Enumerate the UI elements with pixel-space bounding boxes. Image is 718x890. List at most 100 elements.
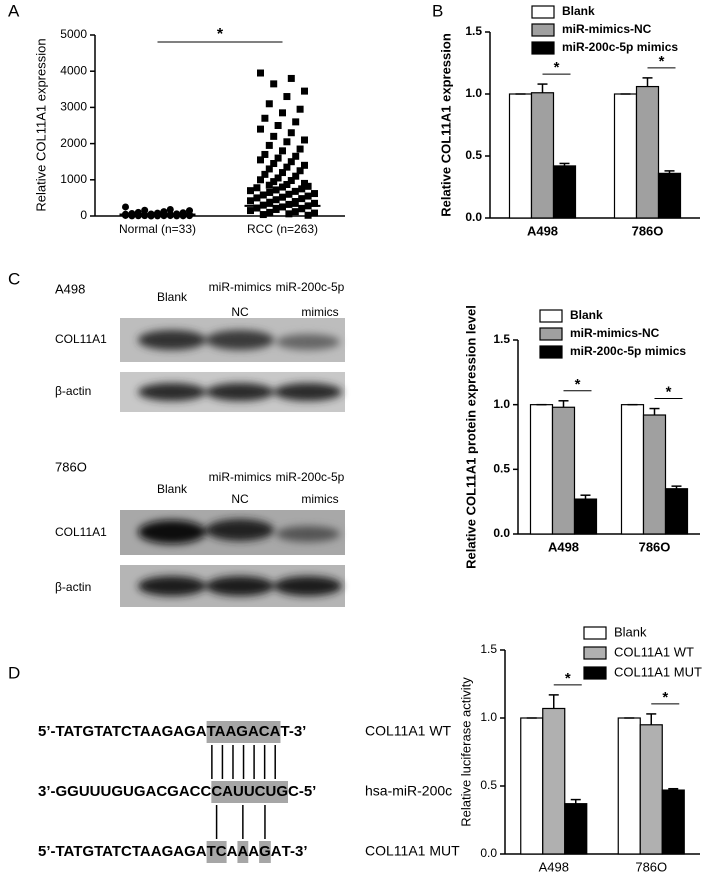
point: [259, 191, 267, 199]
lane-label: mimics: [301, 492, 338, 506]
sequence: 5’-TATGTATCTAAGAGA TAAGACA T-3’ COL11A1 WT: [38, 721, 452, 743]
point: [265, 165, 273, 173]
lane-label: miR-200c-5p: [276, 470, 345, 484]
x-tick-label: A498: [539, 859, 569, 874]
legend-label: miR-mimics-NC: [570, 326, 660, 340]
point: [301, 87, 308, 95]
point: [287, 177, 295, 185]
panel-label: C: [8, 269, 20, 288]
panel-label: D: [8, 663, 20, 682]
point: [298, 195, 306, 203]
bands: [138, 383, 342, 401]
point: [257, 176, 264, 184]
sequence-part: TC: [207, 843, 227, 860]
y-tick-label: 0.5: [493, 462, 510, 476]
lane-label: Blank: [157, 482, 188, 496]
point: [287, 74, 295, 82]
x-tick-label: A498: [527, 223, 558, 238]
lane-label: mimics: [301, 305, 338, 319]
y-tick-label: 0.0: [465, 210, 482, 224]
point: [272, 196, 280, 204]
bar: [642, 414, 667, 535]
bar: [520, 717, 544, 855]
legend-swatch: [531, 23, 555, 37]
significance-mark: *: [565, 670, 571, 687]
point: [266, 198, 274, 206]
point: [266, 188, 274, 196]
legend-label: miR-200c-5p mimics: [562, 40, 678, 54]
point: [270, 178, 278, 186]
sequence-part: A: [271, 843, 282, 860]
y-tick-label: 3000: [60, 100, 87, 114]
point: [287, 158, 295, 166]
legend-swatch: [531, 41, 555, 55]
point: [296, 145, 304, 153]
y-tick-label: 0.0: [493, 526, 510, 540]
point: [296, 167, 304, 175]
sequence-part: 5’-TATGTATCTAAGAGA: [38, 843, 207, 860]
point: [259, 211, 267, 219]
bands: [138, 330, 340, 350]
row-label: β-actin: [55, 384, 91, 398]
bar-chart: 0.0 0.5 1.0 1.5 Relative COL11A1 expression B…: [438, 4, 700, 238]
sequence-label: COL11A1 WT: [365, 723, 452, 739]
point: [279, 169, 286, 177]
legend-label: Blank: [562, 4, 595, 18]
y-tick-label: 0.0: [480, 846, 497, 860]
x-tick-label: 786O: [632, 223, 664, 238]
sequence-part: A: [227, 843, 238, 860]
highlight: [206, 841, 227, 863]
sequence-part: A: [248, 843, 259, 860]
bands: [138, 519, 340, 544]
point: [265, 141, 273, 149]
bar: [639, 724, 663, 855]
point: [283, 181, 291, 189]
x-tick-label: 786O: [639, 539, 671, 554]
bands: [138, 576, 342, 596]
point: [270, 80, 278, 88]
point: [134, 212, 142, 220]
bar: [508, 93, 533, 219]
y-tick-label: 1.0: [480, 710, 497, 724]
point: [274, 154, 282, 162]
sequence-part: C-5’: [288, 783, 316, 800]
point: [279, 203, 286, 211]
x-tick-label: A498: [548, 539, 579, 554]
bar: [529, 404, 554, 535]
bar: [564, 803, 588, 855]
point: [274, 174, 282, 182]
significance-mark: *: [554, 59, 560, 76]
sequence-part: CAUUCUG: [211, 783, 288, 800]
point: [291, 198, 299, 206]
point: [257, 125, 264, 133]
point: [301, 161, 308, 169]
legend-label: COL11A1 MUT: [614, 664, 702, 679]
bar: [620, 404, 645, 535]
blot-a498: A498 Blank miR-mimics NC miR-200c-5p mim…: [55, 280, 345, 412]
point: [292, 172, 300, 180]
lane-label: miR-mimics: [209, 470, 272, 484]
point: [279, 183, 286, 191]
bar: [664, 488, 689, 535]
legend-swatch: [583, 626, 607, 640]
bar-chart: 0.0 0.5 1.0 1.5 Relative COL11A1 protein exp…: [463, 305, 700, 569]
sequence-label: COL11A1 MUT: [365, 843, 460, 859]
cell-line: A498: [55, 281, 85, 296]
y-tick-label: 1.5: [480, 642, 497, 656]
bar-chart: 0.0 0.5 1.0 1.5 Relative luciferase activity…: [458, 624, 702, 874]
point: [274, 122, 282, 129]
point: [272, 205, 280, 213]
point: [147, 212, 155, 220]
point: [285, 190, 293, 198]
point: [279, 193, 286, 201]
point: [296, 105, 304, 113]
point: [291, 208, 299, 216]
point: [179, 212, 187, 220]
point: [298, 205, 306, 213]
lane-label: Blank: [157, 290, 188, 304]
point: [257, 156, 264, 164]
panel-label: A: [8, 1, 20, 20]
y-tick-label: 1.0: [465, 86, 482, 100]
point: [283, 93, 291, 101]
